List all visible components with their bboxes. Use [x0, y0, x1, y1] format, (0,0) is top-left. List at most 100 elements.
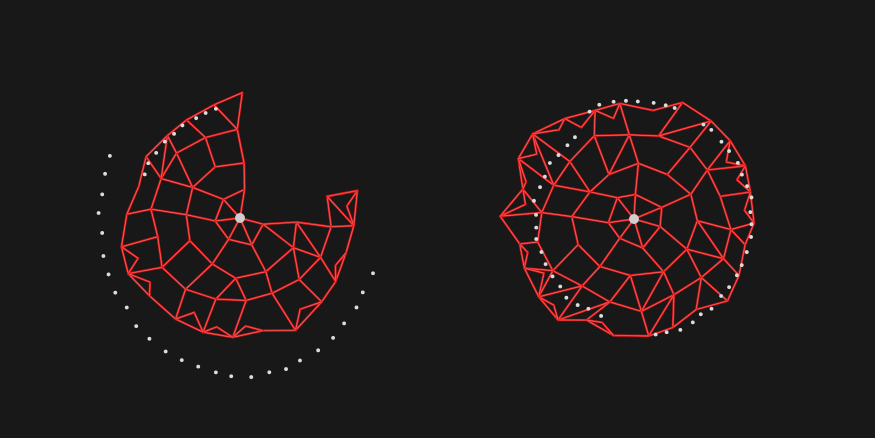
ring-1-edge-0-highlight	[686, 220, 698, 250]
ring-3-edge-2-highlight	[321, 281, 336, 302]
ring-3-edge-9-highlight	[127, 273, 150, 297]
ring-3-edge-11-highlight	[519, 243, 525, 269]
orbit-dot-0-18	[113, 290, 118, 295]
tri-b-9-highlight	[128, 273, 151, 283]
right-orbit-dots	[532, 98, 754, 337]
radial-2-9-highlight	[126, 208, 152, 215]
tri-b-3-highlight	[295, 309, 301, 331]
orbit-dot-0-12	[739, 263, 744, 268]
radial-2-8-highlight	[121, 236, 158, 248]
orbit-dot-0-4	[331, 336, 335, 340]
ring-2-edge-13-highlight	[629, 134, 659, 137]
ring-2-edge-16-highlight	[707, 169, 721, 197]
ring-2-edge-14-highlight	[658, 135, 691, 148]
orbit-dot-0-16	[709, 306, 714, 311]
orbit-dot-0-19	[678, 327, 683, 332]
ring-3-edge-22-highlight	[710, 120, 731, 141]
orbit-dot-1-4	[172, 131, 176, 136]
ring-3-edge-23-highlight	[353, 190, 358, 226]
orbit-dot-1-8	[214, 106, 218, 111]
radial-0-6-highlight	[661, 194, 691, 208]
ring-1-edge-5-highlight	[571, 216, 579, 245]
ring-3-edge-6-highlight	[203, 331, 233, 338]
radial-2-3-highlight	[271, 293, 296, 331]
orbit-dot-1-7	[203, 111, 208, 115]
ring-1-edge-3-highlight	[599, 266, 631, 276]
orbit-dot-2-7	[672, 106, 677, 110]
ring-1-edge-6-highlight	[185, 187, 193, 215]
orbit-dot-0-21	[653, 332, 658, 337]
orbit-dot-1-9	[534, 225, 539, 230]
orbit-dot-0-0	[371, 271, 375, 276]
radial-2-6-highlight	[175, 289, 186, 320]
tri-a-14-highlight	[522, 181, 527, 190]
ring-1-edge-1-highlight	[663, 249, 688, 272]
orbit-dot-0-13	[734, 273, 739, 278]
diag-1-1-highlight	[293, 247, 300, 280]
ring-3-edge-12-highlight	[499, 216, 520, 245]
tri-a-11-highlight	[524, 252, 529, 269]
ring-0-edge-4-highlight	[617, 194, 636, 198]
orbit-dot-0-22	[96, 211, 101, 215]
ring-2-edge-15-highlight	[689, 147, 708, 171]
radial-2-12-highlight	[186, 119, 206, 138]
tri-b-16-highlight	[558, 118, 565, 130]
tri-a-23-highlight	[346, 190, 358, 207]
tri-a-13-highlight	[500, 204, 526, 217]
orbit-dot-2-6	[663, 103, 668, 108]
radial-2-13-highlight	[236, 92, 243, 130]
tri-a-15-highlight	[518, 153, 537, 159]
radial-2-7-highlight	[538, 270, 554, 297]
ring-3-edge-1-highlight	[335, 252, 347, 282]
ring-1-edge-11-highlight	[690, 194, 698, 221]
orbit-dot-1-11	[532, 198, 536, 203]
orbit-dot-2-3	[624, 98, 628, 103]
orbit-dot-0-17	[124, 305, 129, 310]
radial-1-2-highlight	[663, 271, 675, 295]
ring-0-edge-0-highlight	[251, 224, 264, 246]
ring-2-edge-9-highlight	[150, 178, 162, 210]
orbit-dot-1-0	[599, 314, 604, 318]
tri-b-14-highlight	[518, 158, 527, 182]
ring-3-edge-13-highlight	[499, 188, 524, 217]
orbit-dot-0-2	[719, 139, 724, 144]
radial-0-1-highlight	[251, 244, 267, 272]
ring-1-edge-8-highlight	[215, 162, 245, 168]
ring-2-edge-6-highlight	[552, 270, 583, 287]
orbit-dot-1-2	[575, 303, 580, 307]
tri-a-3-highlight	[300, 301, 322, 310]
left-center-node	[235, 213, 245, 223]
orbit-dot-0-1	[709, 127, 714, 132]
diag-2-16-highlight	[707, 165, 746, 171]
radial-2-9-highlight	[500, 212, 542, 217]
ring-3-edge-15-highlight	[167, 119, 187, 136]
tri-b-10-highlight	[524, 267, 544, 274]
ring-2-edge-11-highlight	[176, 137, 206, 154]
ring-1-edge-4-highlight	[577, 244, 601, 267]
radial-0-4-highlight	[589, 191, 618, 198]
spoke-1-highlight	[633, 218, 644, 249]
orbit-dot-0-4	[735, 160, 740, 165]
orbit-dot-0-2	[354, 305, 359, 310]
radial-1-11-highlight	[690, 169, 708, 195]
tri-a-1-highlight	[335, 252, 347, 266]
diag-2-17-highlight	[326, 196, 355, 226]
diag-2-10-highlight	[532, 133, 555, 186]
ring-0-edge-5-highlight	[635, 194, 662, 208]
orbit-dot-1-5	[180, 123, 185, 128]
tri-a-17-highlight	[564, 118, 582, 128]
ring-3-edge-10-highlight	[524, 267, 539, 297]
diag-2-6-highlight	[538, 285, 583, 298]
radial-1-3-highlight	[235, 278, 247, 301]
orbit-dot-2-0	[587, 109, 592, 114]
ring-3-edge-5-highlight	[232, 330, 263, 338]
ring-1-edge-7-highlight	[192, 166, 216, 188]
ring-2-edge-17-highlight	[719, 196, 732, 230]
orbit-dot-1-12	[538, 185, 542, 190]
ring-2-edge-8-highlight	[150, 209, 158, 237]
tri-b-5-highlight	[232, 325, 246, 338]
ring-0-edge-3-highlight	[214, 199, 224, 222]
ring-2-edge-11-highlight	[569, 135, 595, 162]
ring-2-edge-3-highlight	[246, 292, 273, 301]
radial-1-10-highlight	[667, 147, 691, 175]
